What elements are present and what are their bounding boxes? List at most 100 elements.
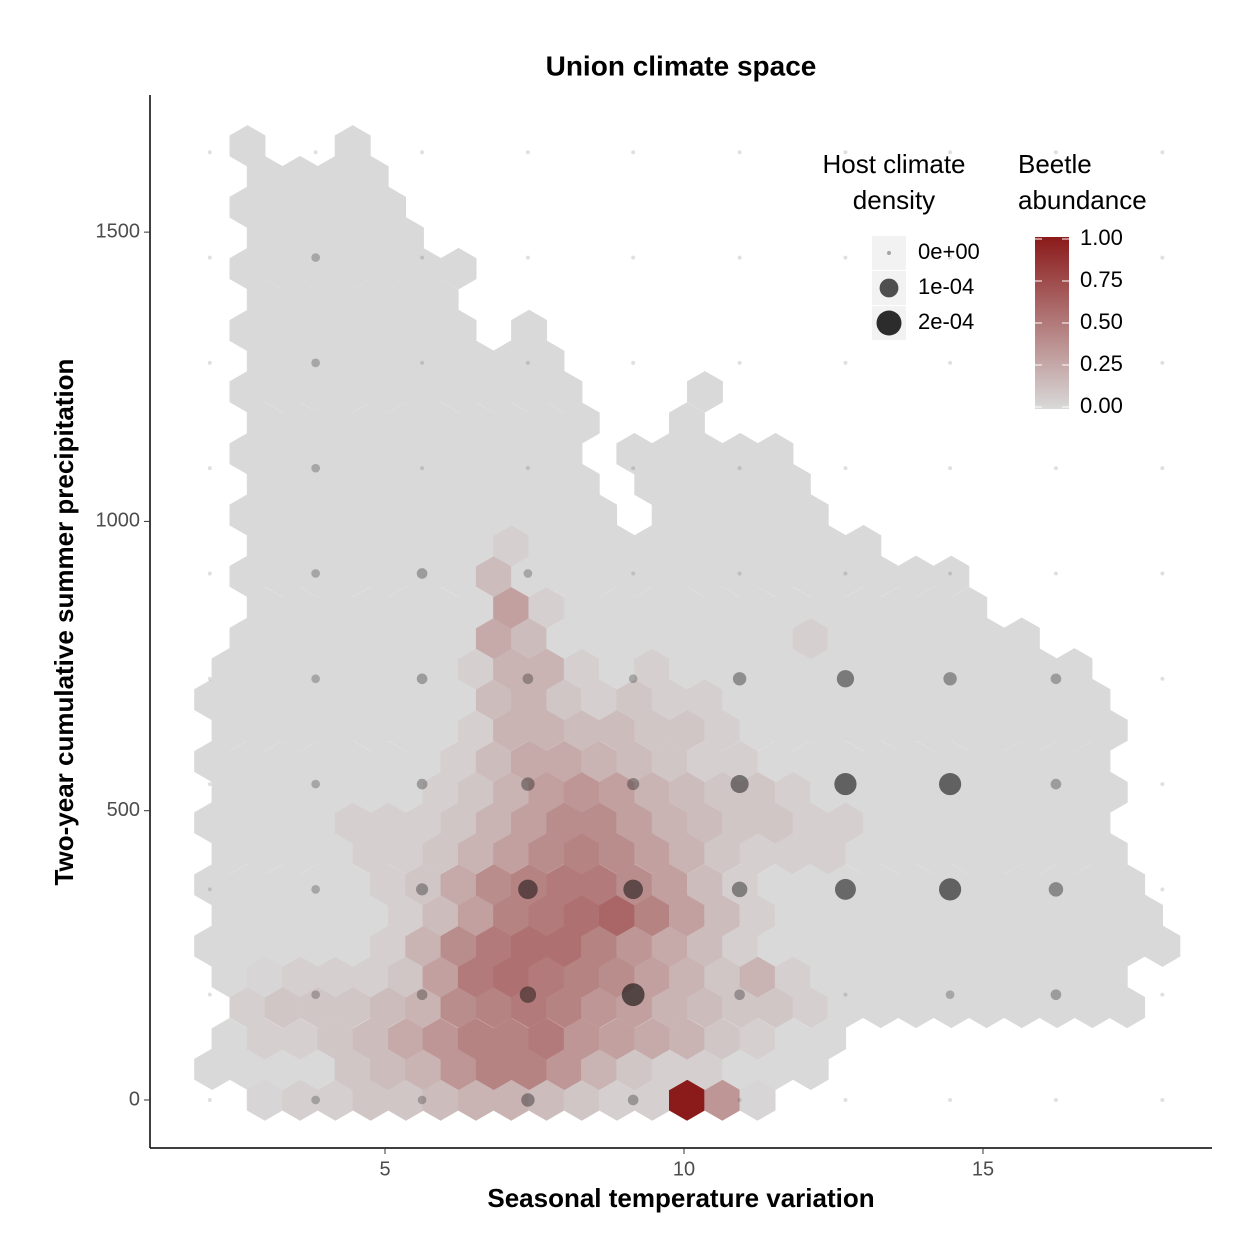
density-point <box>416 673 428 685</box>
density-point <box>311 779 320 789</box>
density-point <box>834 772 857 796</box>
density-point <box>938 772 962 796</box>
density-point <box>631 466 636 471</box>
density-point <box>836 670 855 688</box>
density-point <box>948 1097 953 1102</box>
density-point <box>1053 466 1058 471</box>
hex-bin <box>686 371 723 413</box>
density-point <box>416 989 428 1000</box>
density-point <box>313 150 318 155</box>
density-point <box>521 1093 535 1107</box>
density-point <box>1160 887 1165 892</box>
legend-key <box>872 236 906 270</box>
density-point <box>938 878 962 901</box>
density-point <box>311 463 320 473</box>
density-point <box>737 466 742 471</box>
hex-bin <box>1109 864 1146 906</box>
legend-point <box>876 310 902 336</box>
density-point <box>522 673 534 685</box>
density-point <box>631 255 636 260</box>
density-point <box>843 150 848 155</box>
colorbar-label: 0.75 <box>1080 267 1123 292</box>
density-point <box>1160 676 1165 681</box>
density-point <box>518 879 538 900</box>
density-point <box>207 150 212 155</box>
density-point <box>311 569 320 578</box>
density-point <box>521 777 535 791</box>
density-point <box>731 881 748 898</box>
density-point <box>207 1097 212 1102</box>
density-point <box>416 883 429 896</box>
x-tick-label: 10 <box>673 1158 695 1180</box>
density-point <box>1160 360 1165 365</box>
legend-point <box>887 251 891 255</box>
density-point <box>1053 571 1058 576</box>
density-point <box>948 571 953 576</box>
density-point <box>737 1097 742 1102</box>
legend-title: Host climate <box>822 149 965 179</box>
density-point <box>416 568 428 579</box>
density-point <box>948 255 953 260</box>
density-point <box>1160 782 1165 787</box>
density-point <box>311 885 320 894</box>
point-layer <box>207 150 1165 1107</box>
density-point <box>311 358 320 368</box>
density-point <box>631 150 636 155</box>
x-axis-label: Seasonal temperature variation <box>487 1183 874 1213</box>
density-point <box>420 360 425 365</box>
hex-bin <box>229 125 266 167</box>
hex-bin <box>810 1017 847 1060</box>
colorbar-label: 0.50 <box>1080 309 1123 334</box>
y-tick-label: 500 <box>107 799 140 821</box>
density-point <box>1050 673 1062 685</box>
legend: Host climate density 0e+00 1e-04 2e-04 Beetle… <box>822 149 1146 418</box>
density-point <box>1048 882 1064 897</box>
density-point <box>1160 150 1165 155</box>
density-point <box>525 150 530 155</box>
density-point <box>525 466 530 471</box>
density-point <box>1053 1097 1058 1102</box>
density-point <box>207 676 212 681</box>
hex-bin <box>334 125 371 167</box>
legend-label: 2e-04 <box>918 309 974 334</box>
density-point <box>737 360 742 365</box>
density-point <box>311 674 320 684</box>
legend-label: 0e+00 <box>918 239 980 264</box>
y-tick-label: 1000 <box>96 510 141 532</box>
hex-bin <box>563 402 600 444</box>
density-point <box>523 569 533 578</box>
hex-bin <box>1074 740 1111 783</box>
colorbar-label: 0.00 <box>1080 393 1123 418</box>
density-point <box>631 360 636 365</box>
y-tick-label: 1500 <box>96 220 141 242</box>
density-point <box>207 992 212 997</box>
density-point <box>628 674 638 684</box>
density-point <box>519 986 537 1003</box>
density-point <box>843 571 848 576</box>
density-point <box>623 879 643 900</box>
density-point <box>834 878 856 900</box>
density-point <box>948 150 953 155</box>
density-point <box>1050 989 1062 1000</box>
hex-bin <box>845 524 882 567</box>
density-point <box>207 466 212 471</box>
density-point <box>207 360 212 365</box>
hex-bin <box>511 309 548 352</box>
density-point <box>843 466 848 471</box>
density-point <box>420 255 425 260</box>
density-point <box>311 1095 320 1105</box>
density-point <box>737 571 742 576</box>
hex-layer <box>194 125 1181 1121</box>
legend-label: 1e-04 <box>918 274 974 299</box>
hex-bin <box>933 555 970 598</box>
legend-title: abundance <box>1018 185 1147 215</box>
y-axis-label: Two-year cumulative summer precipitation <box>49 359 79 886</box>
density-point <box>621 983 645 1007</box>
density-point <box>732 672 747 686</box>
legend-title: density <box>853 185 935 215</box>
density-point <box>311 990 320 1000</box>
density-point <box>207 782 212 787</box>
density-point <box>311 253 320 262</box>
density-point <box>417 1095 427 1105</box>
